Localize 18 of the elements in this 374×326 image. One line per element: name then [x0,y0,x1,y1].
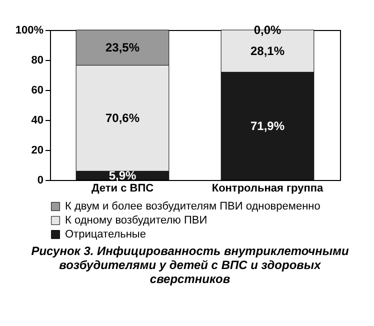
data-label: 70,6% [105,111,140,126]
y-tick-label: 40 [31,114,44,126]
text: Рисунок 3. Инфицированность внутриклеточными возбудителями у детей с ВПС и здоровых сверстников [30,244,350,286]
y-tick-label: 0 [37,174,44,186]
data-label: 0,0% [254,23,282,37]
x-tick-label: Контрольная группа [212,182,324,194]
legend-label: К двум и более возбудителям ПВИ одновременно [65,200,320,212]
y-tick-label: 60 [31,84,44,96]
legend-label: Отрицательные [65,228,146,240]
legend-label: К одному возбудителю ПВИ [65,214,208,226]
y-tick-label: 100% [15,24,44,36]
data-label: 71,9% [250,119,285,134]
x-tick-label: Дети с ВПС [91,182,154,194]
y-tick-label: 80 [31,54,44,66]
data-label: 5,9% [108,168,136,183]
y-tick-label: 20 [31,144,44,156]
data-label: 28,1% [250,44,285,58]
data-label: 23,5% [105,40,140,55]
